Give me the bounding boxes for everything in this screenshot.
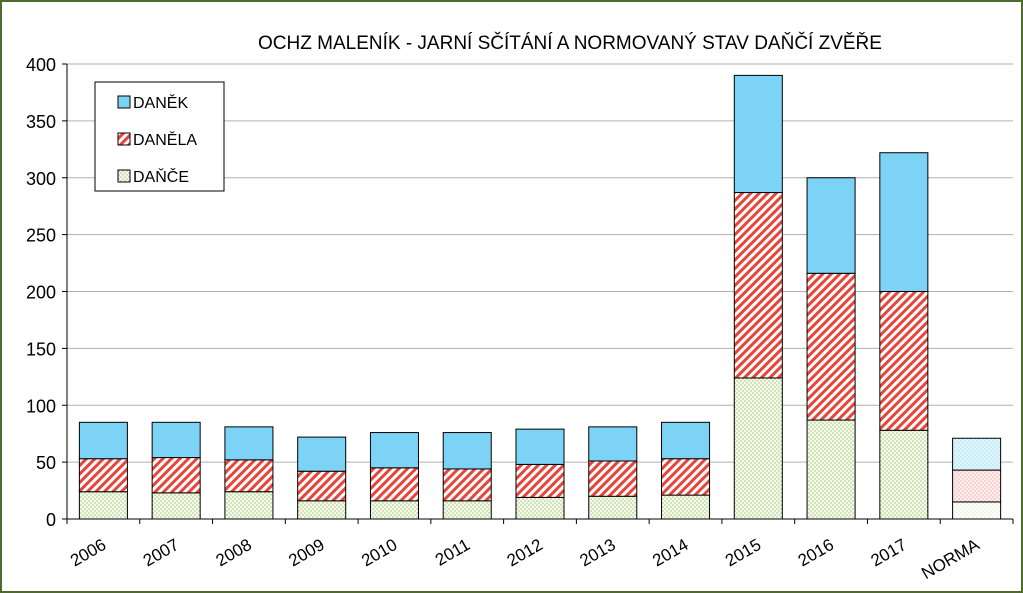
bar-segment [297,436,347,472]
bar-segment [297,470,347,502]
x-tick-label: 2015 [722,535,764,570]
bar-segment [879,152,929,292]
bar-segment [806,272,856,421]
x-tick-label: NORMA [918,535,983,583]
x-tick-label: 2011 [432,535,473,570]
x-tick-label: 2013 [577,535,619,570]
x-tick-label: 2012 [504,535,546,570]
bar-segment [952,437,1002,471]
y-tick-label: 200 [26,283,56,303]
y-tick-label: 100 [26,396,56,416]
x-tick-label: 2008 [213,535,255,570]
x-tick-label: 2014 [649,535,691,570]
bar-segment [442,432,492,470]
x-tick-label: 2009 [285,535,327,570]
x-tick-label: 2017 [868,535,910,570]
chart-title: OCHZ MALENÍK - JARNÍ SČÍTÁNÍ A NORMOVANÝ… [258,32,882,54]
bars [78,74,1002,520]
bar-segment [515,428,565,465]
legend: DANĚK DANĚLA DAŇČE [94,81,225,192]
bar-segment [369,432,419,469]
bar-segment [733,74,783,194]
legend-label: DAŇČE [133,167,189,186]
bar-segment [442,468,492,502]
y-tick-label: 150 [26,339,56,359]
y-tick-label: 0 [46,510,56,530]
x-tick-labels: 2006 2007 2008 2009 2010 2011 2012 2013 2014 2015… [67,535,983,583]
bar-segment [369,500,419,520]
bar-segment [151,457,201,494]
bar-segment [78,421,128,460]
bar-segment [588,460,638,497]
bar-segment [224,426,274,461]
bar-segment [952,469,1002,503]
bar-segment [224,491,274,520]
legend-box [94,81,225,192]
bar-segment [806,419,856,520]
bar-segment [515,463,565,498]
bar-segment [151,421,201,459]
bar-segment [515,496,565,520]
bar-segment [661,421,711,460]
bar-segment [297,500,347,520]
bar-segment [588,495,638,520]
x-tick-label: 2010 [358,535,400,570]
bar-segment [661,494,711,520]
legend-label: DANĚK [133,93,188,112]
x-tick-label: 2006 [67,535,109,570]
bar-segment [151,492,201,520]
x-tick-label: 2016 [795,535,837,570]
y-tick-label: 350 [26,112,56,132]
bar-segment [442,500,492,520]
bar-segment [733,377,783,520]
legend-swatch [117,169,131,183]
y-tick-label: 250 [26,226,56,246]
bar-segment [369,467,419,502]
bar-segment [224,459,274,493]
bar-segment [78,458,128,493]
bar-segment [733,192,783,379]
bar-segment [879,429,929,520]
bar-segment [78,491,128,520]
legend-label: DANĚLA [133,130,197,149]
bar-segment [879,291,929,431]
bar-segment [806,177,856,274]
x-tick-label: 2007 [140,535,182,570]
legend-swatch [117,95,131,109]
bar-segment [588,426,638,462]
bar-segment [952,501,1002,520]
legend-swatch [117,132,131,146]
y-tick-label: 50 [36,453,56,473]
y-tick-label: 400 [26,55,56,75]
y-tick-label: 300 [26,169,56,189]
bar-segment [661,458,711,496]
